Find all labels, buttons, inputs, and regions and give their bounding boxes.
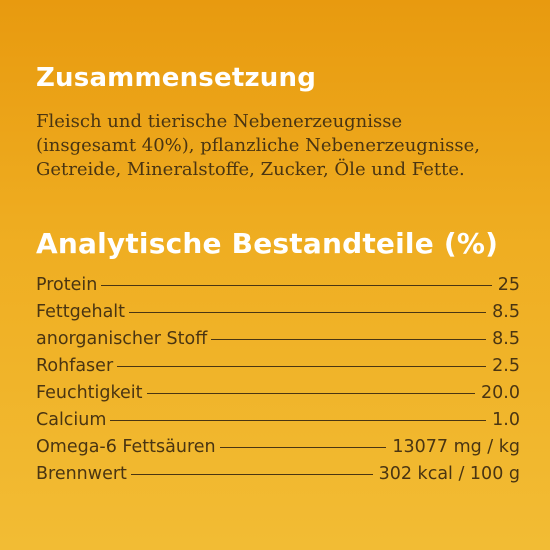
leader-line (110, 420, 487, 421)
leader-line (219, 447, 387, 448)
row-value: 302 kcal / 100 g (378, 464, 520, 484)
composition-line: Fleisch und tierische Nebenerzeugnisse (36, 111, 403, 132)
row-label: Rohfaser (36, 356, 114, 376)
table-row: Feuchtigkeit 20.0 (36, 380, 520, 407)
table-row: Omega-6 Fettsäuren 13077 mg / kg (36, 434, 520, 461)
row-value: 20.0 (481, 383, 520, 403)
leader-line (101, 285, 492, 286)
row-value: 1.0 (492, 410, 520, 430)
table-row: Calcium 1.0 (36, 407, 520, 434)
table-row: Fettgehalt 8.5 (36, 299, 520, 326)
row-value: 8.5 (492, 329, 520, 349)
leader-line (117, 366, 487, 367)
nutrition-panel: Zusammensetzung Fleisch und tierische Ne… (36, 58, 520, 488)
composition-line: Getreide, Mineralstoffe, Zucker, Öle und… (36, 159, 465, 180)
analytical-heading: Analytische Bestandteile (%) (36, 227, 499, 260)
leader-line (146, 393, 476, 394)
leader-line (129, 312, 487, 313)
row-value: 13077 mg / kg (392, 437, 520, 457)
row-label: anorganischer Stoff (36, 329, 208, 349)
row-value: 8.5 (492, 302, 520, 322)
row-label: Fettgehalt (36, 302, 126, 322)
analytical-table: Protein 25 Fettgehalt 8.5 anorganischer … (36, 272, 520, 488)
row-label: Feuchtigkeit (36, 383, 143, 403)
row-label: Protein (36, 275, 98, 295)
composition-heading: Zusammensetzung (36, 63, 317, 93)
leader-line (130, 474, 373, 475)
leader-line (211, 339, 487, 340)
table-row: Protein 25 (36, 272, 520, 299)
table-row: anorganischer Stoff 8.5 (36, 326, 520, 353)
row-label: Omega-6 Fettsäuren (36, 437, 216, 457)
row-label: Brennwert (36, 464, 127, 484)
composition-line: (insgesamt 40%), pflanzliche Nebenerzeug… (36, 135, 481, 156)
row-value: 25 (497, 275, 520, 295)
row-value: 2.5 (492, 356, 520, 376)
composition-text: Fleisch und tierische Nebenerzeugnisse (… (36, 110, 536, 182)
row-label: Calcium (36, 410, 107, 430)
table-row: Brennwert 302 kcal / 100 g (36, 461, 520, 488)
table-row: Rohfaser 2.5 (36, 353, 520, 380)
